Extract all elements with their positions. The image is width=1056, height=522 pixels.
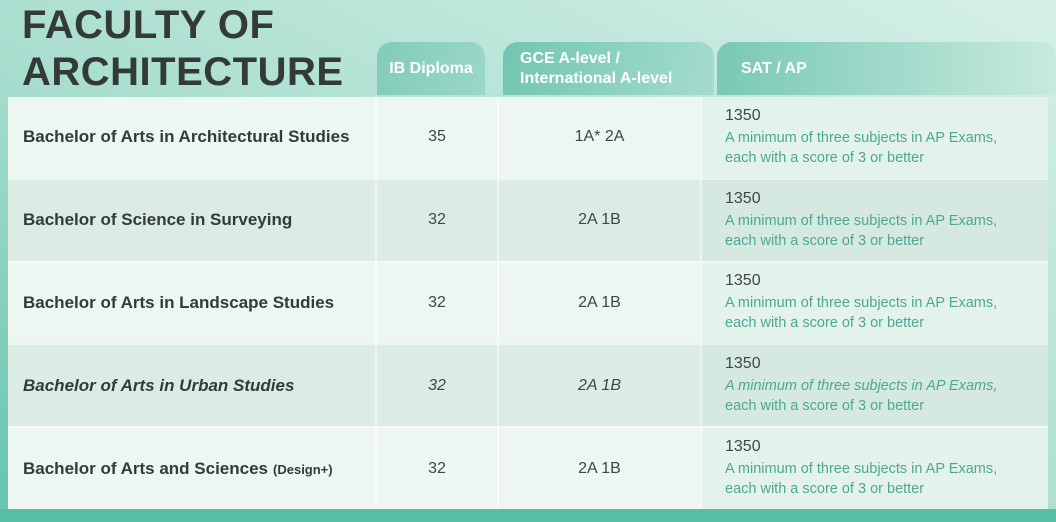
gce-a-level-cell: 1A* 2A xyxy=(497,97,700,178)
sat-score: 1350 xyxy=(725,438,761,456)
program-name: Bachelor of Arts in Landscape Studies xyxy=(23,292,335,312)
sat-ap-cell: 1350 A minimum of three subjects in AP E… xyxy=(700,262,1048,344)
ib-diploma-cell: 32 xyxy=(375,262,497,344)
page-title: FACULTY OF ARCHITECTURE xyxy=(22,2,344,96)
gce-a-level-cell: 2A 1B xyxy=(497,345,700,427)
ib-diploma-cell: 32 xyxy=(375,179,497,261)
gce-header-line2: International A-level xyxy=(520,69,673,87)
program-name-cell: Bachelor of Arts and Sciences (Design+) xyxy=(8,428,375,509)
ib-diploma-cell: 32 xyxy=(375,428,497,509)
program-name-cell: Bachelor of Arts in Landscape Studies xyxy=(8,263,375,344)
program-name: Bachelor of Arts in Urban Studies xyxy=(23,375,295,395)
column-header-ib-diploma: IB Diploma xyxy=(377,42,485,95)
requirements-table: Bachelor of Arts in Architectural Studie… xyxy=(8,97,1048,509)
page-title-line1: FACULTY OF xyxy=(22,3,275,47)
page-title-line2: ARCHITECTURE xyxy=(22,50,344,94)
ib-diploma-cell: 32 xyxy=(375,345,497,427)
sat-score: 1350 xyxy=(725,189,761,207)
column-header-gce-a-level: GCE A-level / International A-level xyxy=(503,42,714,95)
ap-note: A minimum of three subjects in AP Exams,… xyxy=(725,212,998,249)
ap-note: A minimum of three subjects in AP Exams,… xyxy=(725,295,998,332)
table-row-landscape-studies: Bachelor of Arts in Landscape Studies 32… xyxy=(8,260,1048,344)
program-name-cell: Bachelor of Arts in Architectural Studie… xyxy=(8,97,375,178)
sat-ap-cell: 1350 A minimum of three subjects in AP E… xyxy=(700,179,1048,261)
gce-a-level-cell: 2A 1B xyxy=(497,428,700,509)
program-name-cell: Bachelor of Arts in Urban Studies xyxy=(8,345,375,426)
column-header-ib-diploma-label: IB Diploma xyxy=(389,59,473,77)
gce-header-line1: GCE A-level / xyxy=(520,49,620,67)
sat-ap-cell: 1350 A minimum of three subjects in AP E… xyxy=(700,97,1048,178)
program-name: Bachelor of Arts and Sciences (Design+) xyxy=(23,458,333,478)
sat-ap-cell: 1350 A minimum of three subjects in AP E… xyxy=(700,345,1048,427)
ap-note: A minimum of three subjects in AP Exams,… xyxy=(725,378,998,415)
gce-a-level-cell: 2A 1B xyxy=(497,179,700,261)
table-row-urban-studies: Bachelor of Arts in Urban Studies 32 2A … xyxy=(8,343,1048,427)
ap-note: A minimum of three subjects in AP Exams,… xyxy=(725,461,998,498)
program-name: Bachelor of Arts in Architectural Studie… xyxy=(23,127,350,147)
ib-diploma-cell: 35 xyxy=(375,97,497,178)
sat-score: 1350 xyxy=(725,106,761,124)
bottom-accent-bar xyxy=(0,509,1056,522)
sat-ap-cell: 1350 A minimum of three subjects in AP E… xyxy=(700,428,1048,509)
program-name: Bachelor of Science in Surveying xyxy=(23,210,293,230)
table-row-arts-and-sciences-design-plus: Bachelor of Arts and Sciences (Design+) 3… xyxy=(8,426,1048,509)
table-row-architectural-studies: Bachelor of Arts in Architectural Studie… xyxy=(8,97,1048,178)
table-row-surveying: Bachelor of Science in Surveying 32 2A 1… xyxy=(8,177,1048,261)
program-name-cell: Bachelor of Science in Surveying xyxy=(8,180,375,261)
program-suffix: (Design+) xyxy=(273,461,333,477)
column-header-gce-a-level-label: GCE A-level / International A-level xyxy=(520,49,672,89)
gce-a-level-cell: 2A 1B xyxy=(497,262,700,344)
column-header-sat-ap-label: SAT / AP xyxy=(741,59,807,77)
column-header-sat-ap: SAT / AP xyxy=(717,42,1056,95)
ap-note: A minimum of three subjects in AP Exams,… xyxy=(725,129,998,166)
sat-score: 1350 xyxy=(725,272,761,290)
sat-score: 1350 xyxy=(725,355,761,373)
